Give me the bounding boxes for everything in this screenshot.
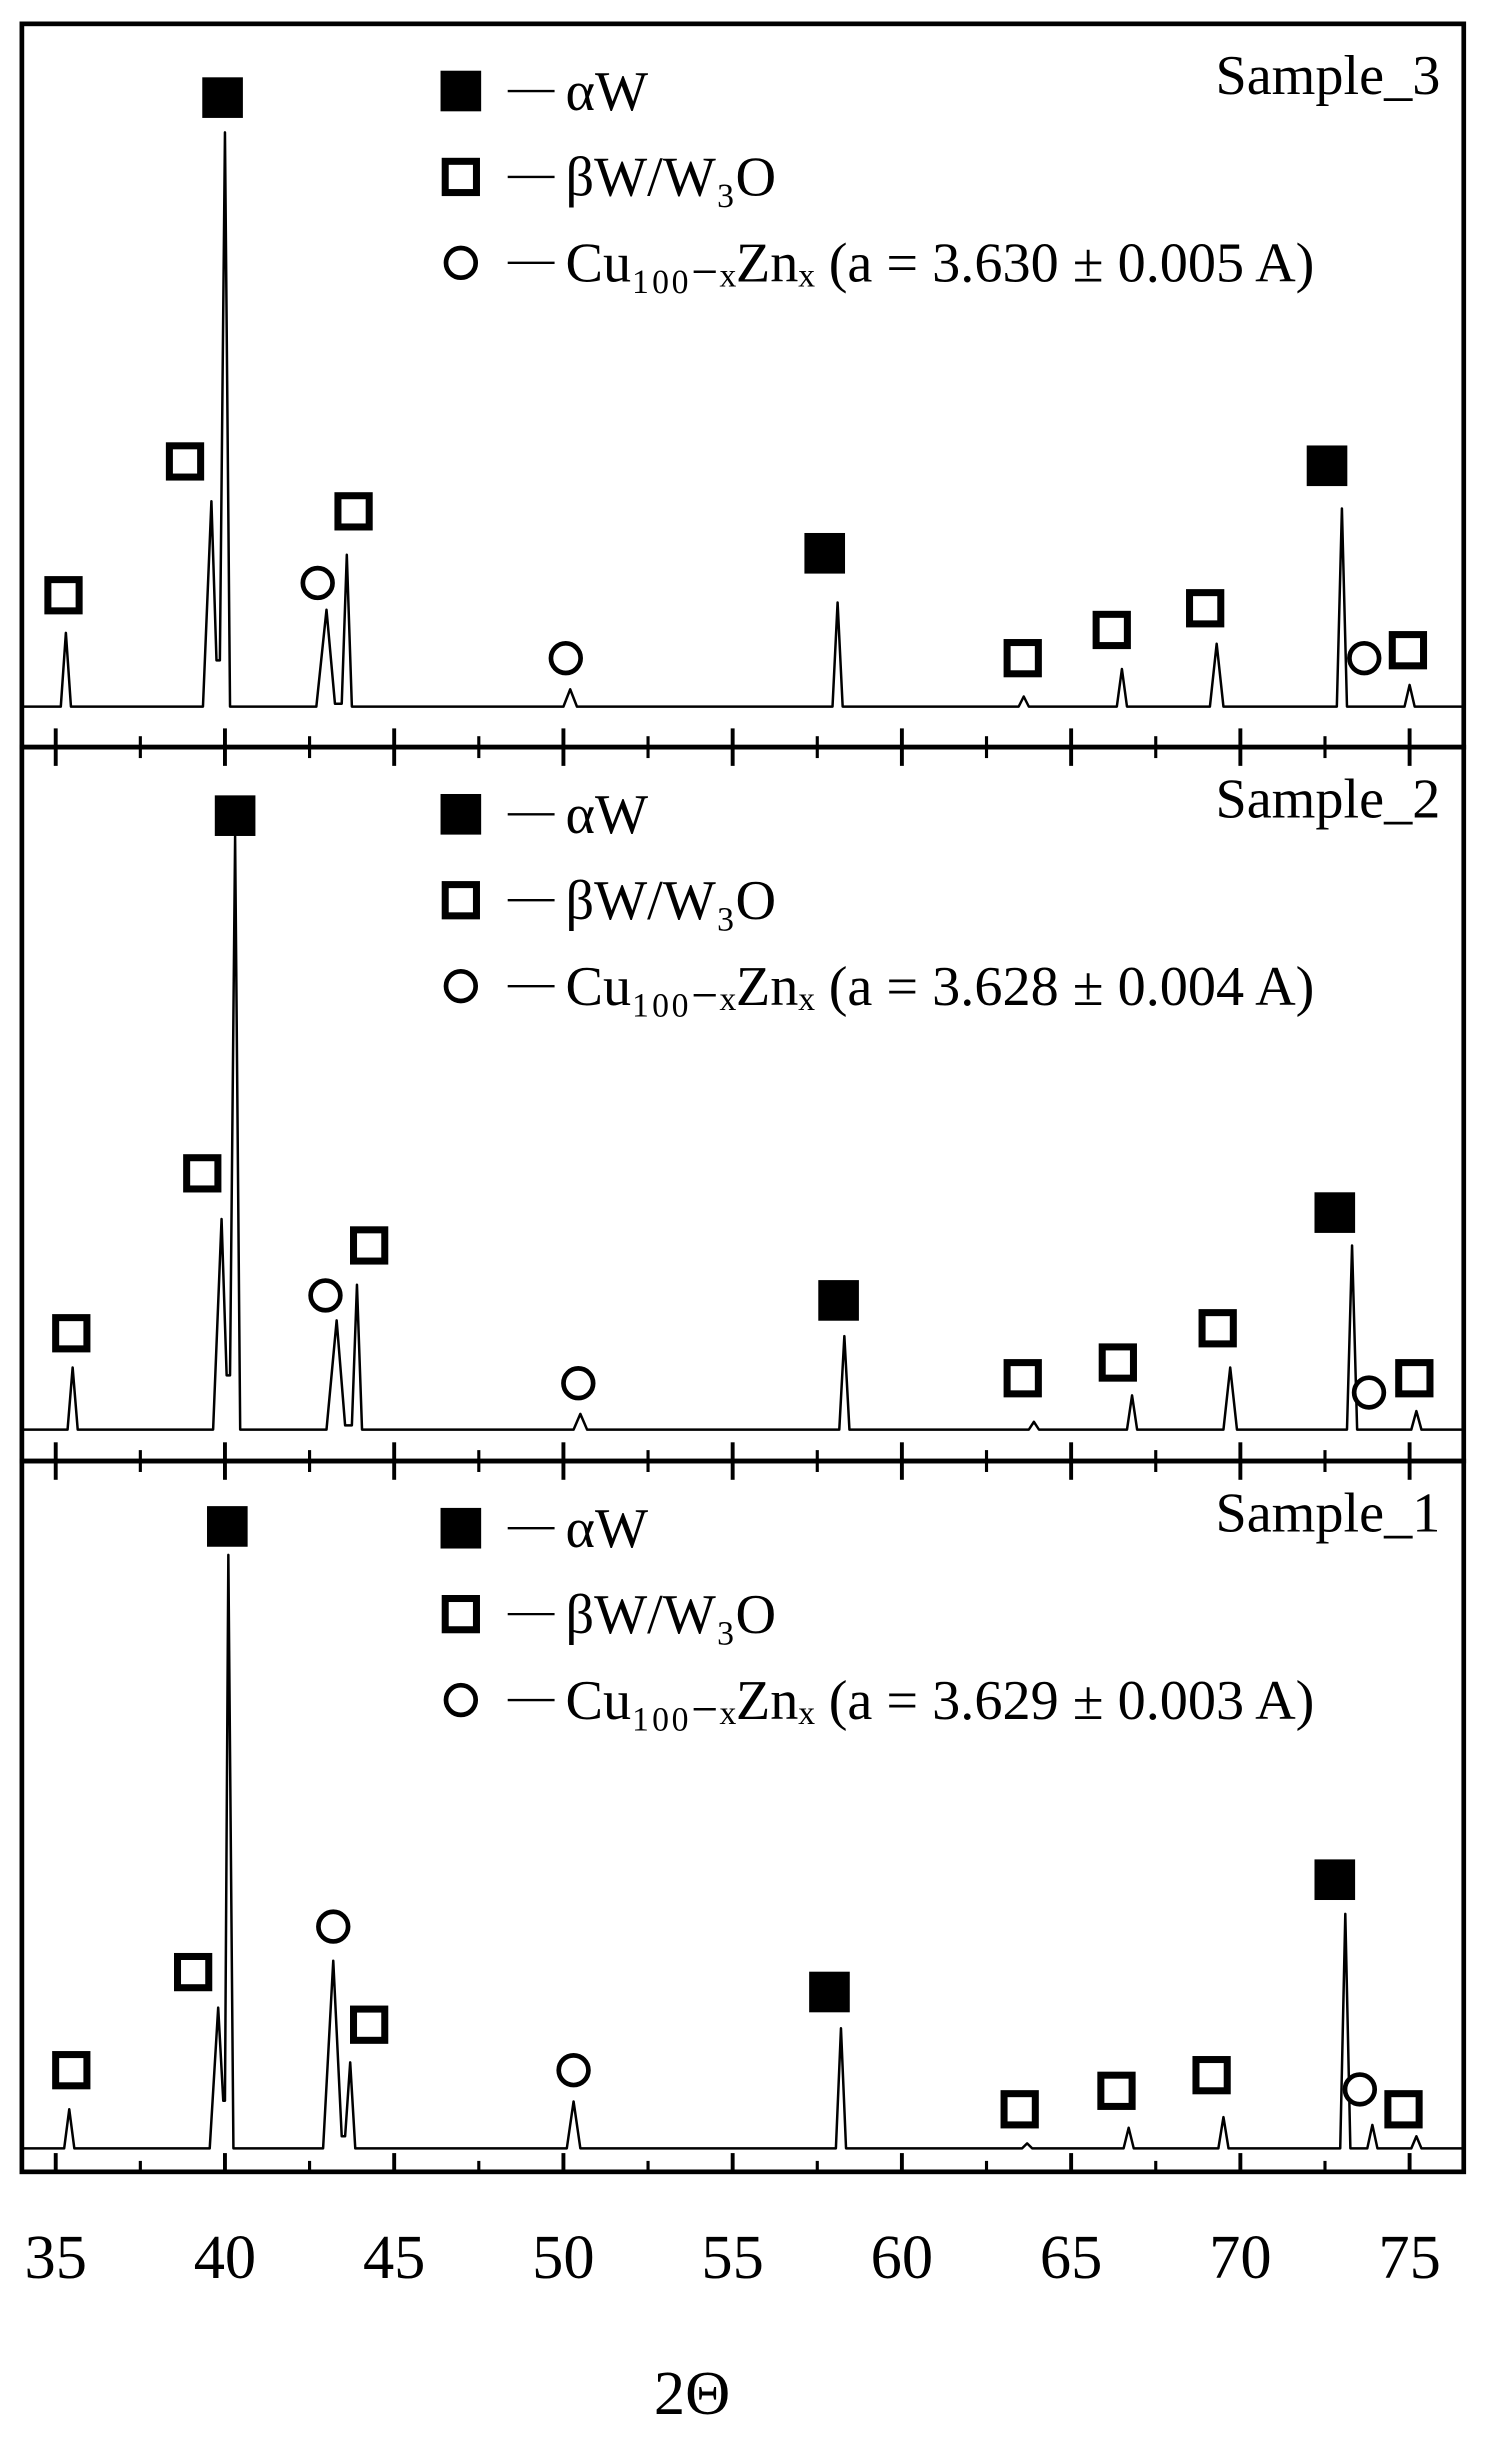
phase-marker [1097, 2071, 1136, 2110]
phase-marker [1192, 2056, 1231, 2095]
legend-symbol [440, 793, 482, 835]
phase-marker [1000, 2090, 1039, 2129]
legend-symbol [440, 1507, 482, 1549]
legend-label: αW [566, 784, 649, 846]
sample-label: Sample_1 [1215, 1482, 1440, 1544]
legend-label: Cu₁₀₀₋ₓZnₓ (a = 3.629 ± 0.003 A) [566, 1670, 1315, 1732]
phase-marker [52, 1314, 91, 1353]
phase-marker [1351, 1375, 1387, 1410]
xrd-pattern [21, 1553, 1464, 2150]
x-tick-label: 35 [24, 2222, 86, 2292]
x-tick-label: 45 [363, 2222, 425, 2292]
x-tick-label: 55 [701, 2222, 763, 2292]
panel-frame [19, 1458, 1467, 2175]
phase-marker [1395, 1359, 1434, 1398]
legend-symbol [443, 1682, 479, 1718]
phase-marker [202, 77, 243, 118]
legend-symbol [443, 245, 479, 281]
phase-marker [1314, 1192, 1356, 1233]
phase-marker [1306, 445, 1348, 487]
phase-marker [183, 1154, 222, 1193]
phase-marker [1347, 640, 1382, 676]
phase-marker [1198, 1309, 1237, 1348]
phase-marker [334, 492, 373, 531]
phase-marker [1342, 2072, 1378, 2107]
phase-marker [1314, 1859, 1356, 1901]
xrd-pattern [21, 835, 1464, 1431]
sample-label: Sample_3 [1215, 45, 1440, 107]
phase-marker [548, 640, 583, 676]
phase-marker [1003, 639, 1042, 678]
legend-symbol [441, 157, 480, 197]
legend-symbol [440, 70, 482, 112]
phase-marker [207, 1506, 248, 1547]
panel-frame [19, 21, 1467, 750]
phase-marker [804, 532, 846, 574]
legend-label: αW [566, 61, 649, 123]
phase-marker [818, 1280, 859, 1321]
phase-marker [1186, 589, 1225, 628]
legend-symbol [441, 1595, 480, 1634]
phase-marker [316, 1909, 351, 1944]
sample-label: Sample_2 [1215, 768, 1440, 830]
legend-symbol [443, 968, 479, 1004]
phase-marker [300, 565, 335, 601]
legend-symbol [441, 881, 480, 920]
x-tick-label: 60 [871, 2222, 933, 2292]
x-axis-title: 2Θ [654, 2358, 730, 2428]
phase-marker [1092, 610, 1131, 650]
x-tick-label: 70 [1209, 2222, 1271, 2292]
legend-label: βW/W₃O [566, 870, 777, 932]
phase-marker [556, 2053, 591, 2088]
phase-marker [52, 2051, 91, 2090]
legend-label: βW/W₃O [566, 147, 777, 209]
x-tick-label: 50 [532, 2222, 594, 2292]
phase-marker [1384, 2090, 1423, 2129]
phase-marker [1098, 1343, 1137, 1382]
xrd-pattern [21, 131, 1464, 708]
phase-marker [308, 1278, 343, 1313]
phase-marker [561, 1366, 596, 1401]
phase-marker [165, 442, 205, 481]
phase-marker [1003, 1359, 1042, 1398]
phase-marker [350, 1226, 389, 1265]
x-tick-label: 75 [1378, 2222, 1440, 2292]
phase-marker [174, 1952, 213, 1992]
phase-marker [44, 576, 83, 615]
phase-marker [214, 795, 256, 836]
legend-label: αW [566, 1498, 649, 1560]
x-tick-label: 65 [1040, 2222, 1102, 2292]
x-tick-label: 40 [194, 2222, 256, 2292]
legend-label: Cu₁₀₀₋ₓZnₓ (a = 3.628 ± 0.004 A) [566, 956, 1315, 1018]
legend-label: βW/W₃O [566, 1584, 777, 1646]
phase-marker [350, 2005, 389, 2044]
phase-marker [809, 1971, 850, 2013]
phase-marker [1388, 631, 1428, 670]
legend-label: Cu₁₀₀₋ₓZnₓ (a = 3.630 ± 0.005 A) [566, 233, 1315, 295]
